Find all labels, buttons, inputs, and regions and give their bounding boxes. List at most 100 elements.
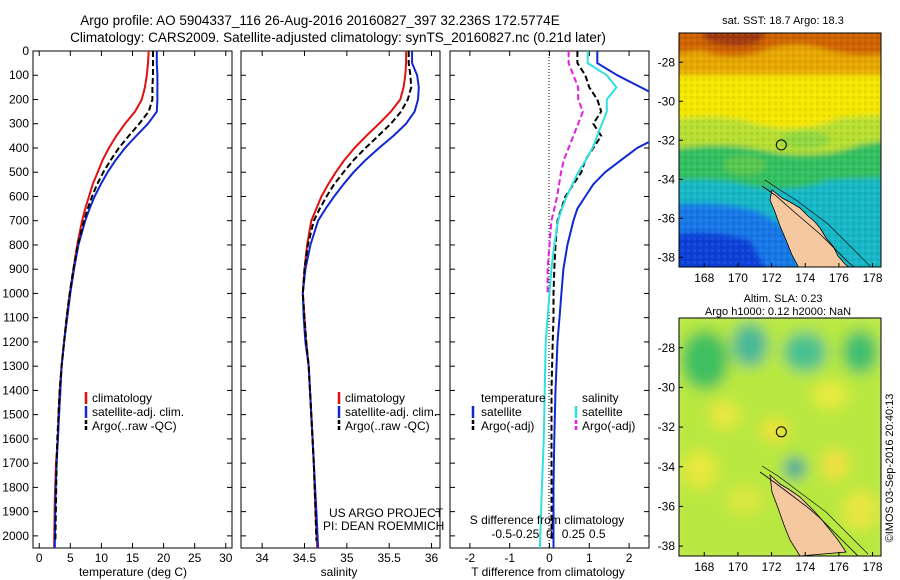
depth-tick-label: 1900 <box>2 505 29 519</box>
lon-tick-label: 168 <box>694 271 714 285</box>
header-line1: Argo profile: AO 5904337_116 26-Aug-2016… <box>80 13 559 28</box>
depth-tick-label: 600 <box>9 189 29 203</box>
s-diff-tick-label: -0.5 <box>491 527 512 541</box>
sla-field <box>679 318 881 556</box>
depth-tick-label: 1000 <box>2 286 29 300</box>
salinity-x-axis: 34 34.5 35 35.5 36 <box>255 51 439 565</box>
sla-map-frame <box>678 317 882 557</box>
lon-tick-label: 174 <box>795 560 815 574</box>
salinity-depth-ticks <box>241 50 440 537</box>
salinity-plot-frame <box>240 50 441 549</box>
lon-tick-label: 170 <box>728 560 748 574</box>
x-tick-label: 20 <box>157 551 171 565</box>
sla-shelf-outline <box>761 465 869 555</box>
lat-tick-label: -30 <box>658 94 676 108</box>
x-tick-label: 2 <box>626 551 633 565</box>
x-tick-label: 36 <box>425 551 439 565</box>
depth-tick-label: 500 <box>9 165 29 179</box>
legend-label-argo: Argo(..raw -QC) <box>92 419 177 433</box>
legend-label-climatology: climatology <box>92 391 152 405</box>
depth-tick-label: 1700 <box>2 456 29 470</box>
lat-tick-label: -34 <box>658 172 676 186</box>
sla-map-title: Altim. SLA: 0.23 <box>744 293 823 305</box>
sst-latitude-axis: -38 -36 -34 -32 -30 -28 <box>658 55 683 264</box>
s-diff-tick-label: -0.25 <box>512 527 540 541</box>
lon-tick-label: 176 <box>829 560 849 574</box>
sla-coast-outline <box>759 471 859 556</box>
series-line-satellite-adj-clim- <box>301 51 420 548</box>
sla-map-panel: Altim. SLA: 0.23 Argo h1000: 0.12 h2000:… <box>658 293 883 574</box>
s-difference-x-axis: -0.5 -0.25 0 0.25 0.5 <box>491 527 606 541</box>
imos-credit: ©IMOS 03-Sep-2016 20:40:13 <box>884 394 896 543</box>
x-tick-label: 35 <box>340 551 354 565</box>
legend-label-s-argo: Argo(-adj) <box>582 419 635 433</box>
s-difference-label: S difference from climatology <box>470 513 625 527</box>
legend-label-satellite: satellite-adj. clim. <box>92 405 184 419</box>
legend-label-t-argo: Argo(-adj) <box>481 419 534 433</box>
lat-tick-label: -30 <box>658 380 676 394</box>
depth-tick-label: 1100 <box>3 311 29 325</box>
depth-tick-label: 900 <box>9 262 29 276</box>
lat-tick-label: -28 <box>658 55 676 69</box>
sla-map-subtitle: Argo h1000: 0.12 h2000: NaN <box>705 306 851 318</box>
x-tick-label: 25 <box>188 551 202 565</box>
difference-panel: -2 -1 0 1 2 -0.5 -0.25 0 0.25 0.5 S difference f… <box>449 50 650 579</box>
depth-tick-label: 100 <box>9 68 29 82</box>
legend-label-climatology: climatology <box>345 391 405 405</box>
legend-label-argo: Argo(..raw -QC) <box>345 419 430 433</box>
sst-coast-outline <box>761 185 855 267</box>
lat-tick-label: -36 <box>658 211 676 225</box>
depth-tick-label: 1400 <box>2 383 29 397</box>
difference-series-group <box>538 51 649 548</box>
x-tick-label: -2 <box>465 551 476 565</box>
lon-tick-label: 170 <box>728 271 748 285</box>
t-difference-label: T difference from climatology <box>471 565 625 579</box>
salinity-series-group <box>301 51 420 548</box>
temperature-series-group <box>53 51 159 548</box>
series-line-satellite-temperature <box>552 51 649 548</box>
project-note-line2: PI: DEAN ROEMMICH <box>323 519 444 533</box>
sst-map-panel: sat. SST: 18.7 Argo: 18.3 -38-36-3 <box>658 15 883 285</box>
temperature-plot-frame <box>32 50 233 549</box>
project-note-line1: US ARGO PROJECT <box>329 506 444 520</box>
lon-tick-label: 168 <box>694 560 714 574</box>
s-diff-tick-label: 0.5 <box>589 527 606 541</box>
s-diff-tick-label: 0 <box>546 527 553 541</box>
depth-tick-label: 2000 <box>2 529 29 543</box>
legend-label-satellite: satellite-adj. clim. <box>345 405 437 419</box>
lat-tick-label: -32 <box>658 133 676 147</box>
salinity-xlabel: salinity <box>321 565 358 579</box>
x-tick-label: 30 <box>219 551 233 565</box>
lon-tick-label: 178 <box>863 271 883 285</box>
series-line-argo-raw-qc- <box>54 51 154 541</box>
difference-depth-ticks <box>450 50 649 537</box>
x-tick-label: 0 <box>36 551 43 565</box>
x-tick-label: 0 <box>546 551 553 565</box>
salinity-legend: climatology satellite-adj. clim. Argo(..… <box>337 391 437 433</box>
depth-tick-label: 1800 <box>2 480 29 494</box>
temperature-x-axis: 0 5 10 15 20 25 30 <box>36 51 233 565</box>
depth-tick-label: 200 <box>9 92 29 106</box>
sla-longitude-axis: 168 170 172 174 176 178 <box>694 552 883 574</box>
sla-argo-position-marker <box>775 426 787 438</box>
lon-tick-label: 174 <box>795 271 815 285</box>
series-line-satellite-adj-clim- <box>53 51 159 548</box>
lon-tick-label: 176 <box>829 271 849 285</box>
depth-tick-label: 800 <box>9 238 29 252</box>
lat-tick-label: -28 <box>658 341 676 355</box>
x-tick-label: -1 <box>504 551 515 565</box>
depth-axis: 0 100 200 300 400 500 600 700 800 900 1000 1100 1200… <box>2 44 232 543</box>
lon-tick-label: 172 <box>762 271 782 285</box>
depth-tick-label: 1300 <box>2 359 29 373</box>
series-line-argo-adj--salinity <box>546 51 584 294</box>
s-diff-tick-label: 0.25 <box>562 527 586 541</box>
difference-legend: temperature satellite Argo(-adj) salinit… <box>471 391 635 433</box>
sla-latitude-axis: -38 -36 -34 -32 -30 -28 <box>658 341 683 553</box>
legend-title-salinity: salinity <box>582 391 619 405</box>
temperature-legend: climatology satellite-adj. clim. Argo(..… <box>84 391 184 433</box>
lat-tick-label: -38 <box>658 539 676 553</box>
x-tick-label: 34 <box>255 551 269 565</box>
depth-tick-label: 700 <box>9 214 29 228</box>
t-difference-x-axis: -2 -1 0 1 2 <box>465 51 633 565</box>
